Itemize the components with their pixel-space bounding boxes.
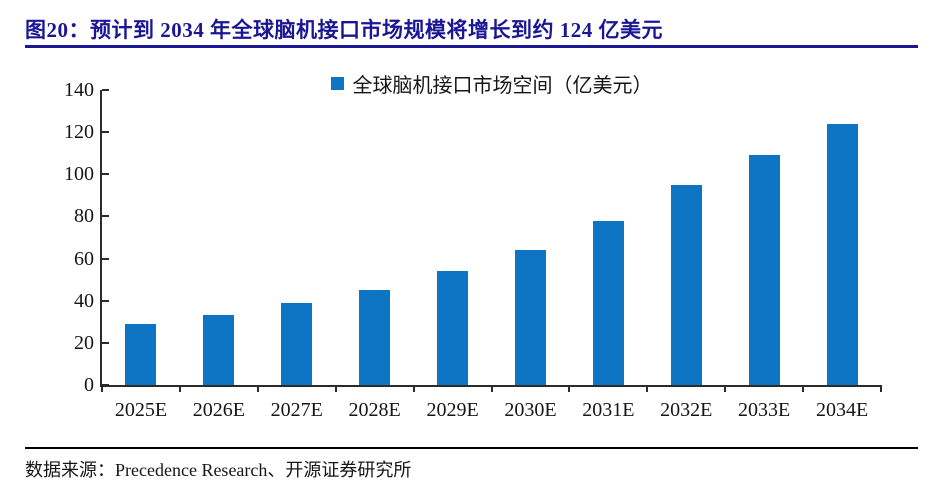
bar-2034E [826, 123, 858, 385]
bar-2033E [748, 155, 780, 385]
x-axis-label: 2027E [270, 399, 323, 421]
x-axis-tick [101, 385, 103, 392]
x-axis-label: 2028E [348, 399, 401, 421]
bar-2028E [359, 290, 391, 385]
x-axis-label: 2029E [426, 399, 479, 421]
y-axis-tick-label: 100 [64, 163, 94, 186]
y-axis-tick-label: 80 [74, 205, 94, 228]
y-axis-tick-label: 40 [74, 289, 94, 312]
figure-title: 图20：预计到 2034 年全球脑机接口市场规模将增长到约 124 亿美元 [25, 18, 663, 42]
legend-swatch [330, 76, 344, 90]
footer-rule [25, 447, 918, 449]
x-axis-label: 2026E [192, 399, 245, 421]
y-axis-tick-label: 20 [74, 331, 94, 354]
y-axis-tick [102, 299, 109, 302]
bar-2026E [203, 315, 235, 385]
bar-2031E [592, 220, 624, 385]
x-axis-label: 2031E [582, 399, 635, 421]
x-axis-tick [646, 385, 649, 392]
x-axis-label: 2033E [738, 399, 791, 421]
y-axis-tick [102, 89, 109, 91]
data-source-note: 数据来源：Precedence Research、开源证券研究所 [25, 460, 412, 480]
title-underline-rule [25, 45, 918, 48]
x-axis-labels: 2025E 2026E 2027E 2028E 2029E 2030E 2031E 2032E… [102, 399, 881, 425]
x-axis-label: 2025E [114, 399, 168, 421]
x-axis-tick [490, 385, 493, 392]
y-axis-tick [102, 341, 109, 344]
y-axis-labels: 0 20 40 60 80 100 120 140 [0, 79, 94, 396]
x-axis-tick [178, 385, 181, 392]
bar-2029E [437, 271, 469, 385]
bar-2032E [670, 184, 702, 385]
bar-2030E [514, 250, 546, 385]
x-axis-label: 2034E [815, 399, 869, 421]
y-axis-tick [102, 215, 109, 218]
x-axis-label: 2032E [660, 399, 713, 421]
bar-2027E [281, 302, 313, 385]
x-axis-tick [802, 385, 805, 392]
y-axis-tick [102, 257, 109, 260]
x-axis-tick [412, 385, 415, 392]
y-axis-tick-label: 140 [64, 79, 94, 101]
x-axis-label: 2030E [504, 399, 557, 421]
x-axis-tick [880, 385, 882, 392]
y-axis-tick [102, 384, 109, 386]
y-axis-tick-label: 120 [64, 121, 94, 144]
x-axis-tick [334, 385, 337, 392]
legend-label: 全球脑机接口市场空间（亿美元） [352, 74, 653, 97]
y-axis-tick-label: 60 [74, 247, 94, 270]
y-axis-tick-label: 0 [84, 374, 94, 396]
x-axis-tick [256, 385, 259, 392]
y-axis-tick [102, 173, 109, 176]
x-axis-tick [724, 385, 727, 392]
plot-area [100, 89, 882, 392]
y-axis-tick [102, 131, 109, 134]
x-axis-tick [568, 385, 571, 392]
bar-2025E [125, 323, 157, 385]
legend: 全球脑机接口市场空间（亿美元） [102, 71, 881, 97]
